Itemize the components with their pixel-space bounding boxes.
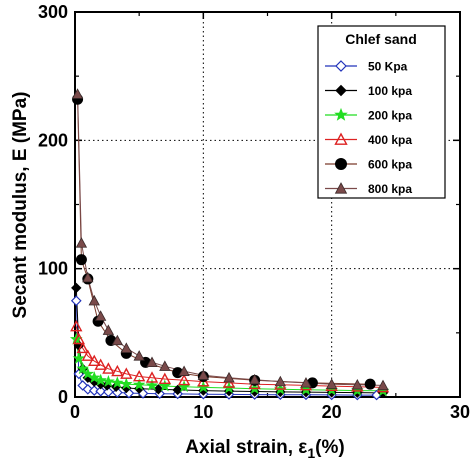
data-point: [132, 369, 146, 382]
data-point: [111, 364, 124, 377]
data-point: [87, 371, 101, 384]
data-point: [102, 375, 115, 388]
data-point: [88, 354, 101, 367]
data-point: [146, 356, 158, 368]
data-point: [120, 342, 133, 353]
x-tick-label: 0: [70, 402, 80, 422]
legend: Chlef sand 50 Kpa 100 kpa 200 kpa 400 kpa 60…: [317, 25, 446, 199]
data-point: [133, 350, 145, 361]
legend-marker: [334, 182, 348, 194]
data-point: [274, 375, 287, 387]
data-point: [88, 385, 100, 396]
data-point: [111, 334, 124, 346]
data-point: [158, 372, 172, 384]
x-axis-title-main: Axial strain,: [185, 437, 298, 458]
legend-title: Chlef sand: [345, 31, 417, 47]
data-point: [145, 371, 159, 383]
data-point: [159, 360, 171, 371]
data-point: [95, 385, 107, 397]
series-line-3: [75, 326, 384, 388]
data-point: [94, 373, 107, 386]
x-tick-label: 10: [193, 402, 213, 422]
data-point: [145, 378, 159, 391]
y-axis-title: Secant modulus, E (MPa): [10, 92, 31, 319]
data-point: [364, 378, 376, 390]
legend-marker: [335, 158, 347, 170]
data-point: [197, 369, 210, 380]
legend-marker: [334, 107, 348, 121]
legend-label: 100 kpa: [368, 84, 412, 98]
data-point: [111, 376, 124, 389]
data-point: [120, 367, 133, 379]
data-point: [223, 371, 235, 383]
data-point: [351, 378, 364, 390]
legend-marker: [335, 60, 347, 72]
data-point: [70, 295, 82, 307]
x-axis-title: Axial strain, ε1(%): [185, 437, 344, 461]
x-tick-label: 20: [322, 402, 342, 422]
data-point: [248, 373, 261, 385]
legend-marker: [335, 84, 347, 97]
legend-label: 800 kpa: [368, 182, 412, 196]
data-point: [177, 373, 191, 386]
data-point: [75, 254, 87, 266]
series-markers: [69, 88, 390, 401]
y-tick-label: 200: [38, 130, 68, 150]
x-axis-title-symbol: ε: [298, 437, 307, 458]
data-point: [120, 377, 133, 390]
data-point: [178, 365, 190, 376]
legend-label: 400 kpa: [368, 133, 412, 147]
legend-label: 200 kpa: [368, 109, 412, 123]
data-point: [72, 332, 86, 345]
data-point: [132, 378, 146, 391]
legend-marker: [334, 132, 348, 145]
y-tick-label: 0: [58, 387, 68, 407]
data-point: [102, 362, 115, 374]
data-point: [70, 319, 83, 332]
x-tick-label: 30: [450, 402, 470, 422]
data-point: [158, 379, 172, 392]
data-point: [71, 282, 82, 294]
data-point: [325, 378, 338, 389]
data-point: [81, 349, 95, 361]
data-point: [94, 310, 107, 321]
data-point: [222, 376, 236, 388]
data-point: [82, 271, 94, 283]
data-point: [377, 379, 389, 391]
x-axis-title-end: (%): [315, 437, 345, 458]
data-point: [75, 237, 88, 248]
data-point: [172, 384, 183, 396]
y-tick-label: 300: [38, 2, 68, 22]
data-point: [76, 341, 89, 354]
legend-label: 50 Kpa: [368, 60, 408, 74]
data-point: [300, 377, 312, 388]
data-point: [71, 88, 84, 99]
y-tick-label: 100: [38, 259, 68, 279]
data-point: [88, 294, 100, 306]
data-point: [76, 362, 90, 375]
data-point: [72, 351, 86, 364]
legend-label: 600 kpa: [368, 158, 412, 172]
data-point: [94, 358, 107, 370]
data-point: [153, 384, 164, 395]
data-point: [102, 324, 115, 335]
x-axis-title-subscript: 1: [307, 445, 315, 461]
data-point: [81, 367, 95, 380]
legend-items: 50 Kpa 100 kpa 200 kpa 400 kpa 600 kpa 800 kp…: [325, 60, 412, 196]
